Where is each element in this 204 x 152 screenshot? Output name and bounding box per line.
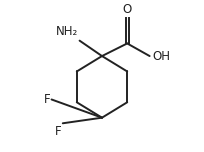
Text: F: F	[43, 93, 50, 106]
Text: OH: OH	[152, 50, 170, 63]
Text: O: O	[123, 3, 132, 16]
Text: NH₂: NH₂	[56, 25, 78, 38]
Text: F: F	[55, 125, 61, 138]
